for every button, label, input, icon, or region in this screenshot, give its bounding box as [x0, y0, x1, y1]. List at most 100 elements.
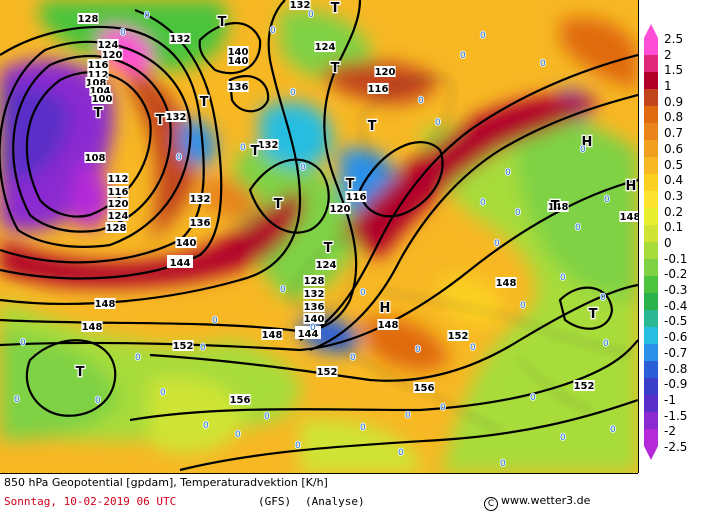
isohypse-label: 116: [346, 192, 367, 203]
legend-tick-label: 0.4: [664, 173, 684, 188]
zero-contour-label: 0: [295, 441, 301, 451]
isohypse-label: 132: [190, 194, 211, 205]
low-pressure-center: T: [331, 61, 340, 76]
isohypse-label-bg: [107, 210, 129, 221]
isohypse-label-bg: [315, 259, 337, 270]
zero-contour-label: 0: [270, 26, 276, 36]
isohypse-label-bg: [573, 380, 595, 391]
legend-tick-label: 0.6: [664, 141, 684, 156]
zero-contour-label: 0: [603, 339, 609, 349]
isohypse-label: 156: [414, 383, 435, 394]
isohypse-labels: 1281321241201161121081041001401401361321…: [77, 0, 638, 406]
isohypse-label: 124: [98, 40, 119, 51]
legend-swatch: [644, 123, 658, 141]
legend-tick-label: 2.5: [664, 32, 684, 46]
zero-contour-label: 0: [500, 459, 506, 469]
low-pressure-center: T: [200, 95, 209, 110]
zero-contour-label: 0: [160, 388, 166, 398]
legend-tick-label: -0.7: [664, 345, 688, 360]
legend-tick-label: -0.6: [664, 330, 688, 345]
low-pressure-center: T: [94, 106, 103, 121]
zero-contour-label: 0: [405, 411, 411, 421]
isohypse-label: 140: [228, 47, 249, 58]
isohypse-label: 132: [304, 289, 325, 300]
legend-swatch: [644, 89, 658, 107]
low-pressure-center: T: [368, 119, 377, 134]
isohypse-label: 152: [317, 367, 338, 378]
date-label: Sonntag, 10-02-2019 06 UTC: [4, 495, 177, 508]
isohypse-label: 120: [375, 67, 396, 78]
legend-tick-label: -1.5: [664, 408, 688, 423]
zero-contour-label: 0: [418, 96, 424, 106]
isohypse-label-bg: [289, 0, 311, 10]
isohypse-label-bg: [97, 39, 119, 50]
legend-swatch: [644, 293, 658, 311]
legend-swatch: [644, 55, 658, 73]
chart-date: Sonntag, 10-02-2019 06 UTC: [4, 495, 176, 508]
zero-contour-label: 0: [415, 345, 421, 355]
zero-contour-label: 0: [540, 59, 546, 69]
legend-tick-label: -1: [664, 392, 676, 407]
isohypse-label: 140: [228, 56, 249, 67]
copyright-text: www.wetter3.de: [501, 494, 591, 507]
isohypse-label-bg: [316, 366, 338, 377]
isohypse-label: 112: [108, 174, 129, 185]
zero-contour-label: 0: [560, 273, 566, 283]
legend-tick-label: 0.3: [664, 188, 684, 203]
isohypse-label: 148: [378, 320, 399, 331]
isohypse-label: 132: [258, 140, 279, 151]
isohypse-label-bg: [165, 111, 187, 122]
zero-contour-label: 0: [360, 423, 366, 433]
isohypse-label-bg: [495, 277, 517, 288]
zero-contour-label: 0: [176, 153, 182, 163]
zero-contour-label: 0: [264, 412, 270, 422]
isohypse-label: 144: [298, 329, 319, 340]
legend-swatch: [644, 225, 658, 243]
isohypse-label: 108: [86, 78, 107, 89]
analysis-label: (Analyse): [305, 495, 365, 508]
isohypse-label-bg: [94, 298, 116, 309]
zero-contour-labels: 0 0 0 0 0 0 0 0 0 0 0 0 0 0 0 0 0 0 0 0 0 0 0 0 0 0 0 0 0 0 0 0 0 0 0 0 0 0 0 0…: [13, 9, 617, 470]
map-canvas: 1281321241201161121081041001401401361321…: [0, 0, 638, 473]
legend-swatch: [644, 38, 658, 56]
isohypse-label-bg: [314, 41, 336, 52]
isohypse-label-bg: [303, 275, 325, 286]
zero-contour-label: 0: [360, 288, 366, 298]
isohypse-label-bg: [89, 85, 111, 96]
legend-tick-label: -0.3: [664, 283, 688, 298]
color-scale-bar: [644, 24, 658, 460]
isohypse-label-bg: [303, 288, 325, 299]
zero-contour-label: 0: [95, 396, 101, 406]
zero-contour-label: 0: [350, 353, 356, 363]
isohypse-label: 116: [368, 84, 389, 95]
low-pressure-center: T: [324, 241, 333, 256]
legend-swatch: [644, 361, 658, 379]
zero-contour-label: 0: [20, 338, 26, 348]
isohypse-label-bg: [175, 237, 197, 248]
legend-swatch: [644, 191, 658, 209]
isohypse-label: 132: [166, 112, 187, 123]
isohypse-label: 136: [228, 82, 249, 93]
low-pressure-center: T: [346, 177, 355, 192]
geopotential-isohypses: [0, 0, 638, 472]
high-pressure-center: H: [626, 179, 637, 194]
low-pressure-center: T: [76, 365, 85, 380]
zero-contour-label: 0: [14, 395, 20, 405]
zero-contour-label: 0: [300, 163, 306, 173]
isohypse-label: 120: [102, 50, 123, 61]
legend-tick-label: 0.8: [664, 110, 684, 125]
isohypse-label: 132: [290, 0, 311, 11]
isohypse-label: 140: [304, 314, 325, 325]
isohypse-label-bg: [87, 69, 109, 80]
legend-swatch: [644, 242, 658, 260]
isohypse-label: 148: [82, 322, 103, 333]
isohypse-label-bg: [105, 222, 127, 233]
legend-arrow-up-icon: [644, 24, 658, 38]
isohypse-label-bg: [227, 55, 249, 66]
isohypse-label-bg: [329, 203, 351, 214]
isohypse-label-bg: [77, 13, 99, 24]
isohypse-label: 128: [304, 276, 325, 287]
zero-contour-label: 0: [310, 323, 316, 333]
zero-contour-label: 0: [575, 223, 581, 233]
